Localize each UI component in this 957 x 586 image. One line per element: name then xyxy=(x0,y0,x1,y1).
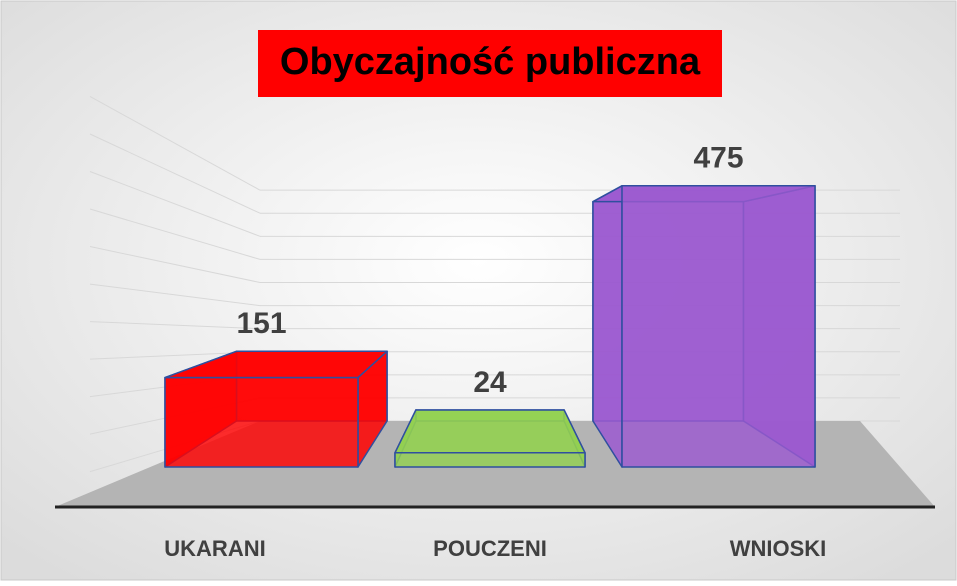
side-grid-line xyxy=(89,246,261,283)
bar xyxy=(394,409,586,468)
title-box xyxy=(258,30,722,97)
x-tick-label: WNIOSKI xyxy=(730,536,827,561)
bar-top xyxy=(394,409,586,454)
side-grid-line xyxy=(89,171,261,237)
value-label: 475 xyxy=(693,142,743,175)
bar-front xyxy=(394,452,586,468)
side-grid-line xyxy=(89,96,261,191)
value-label: 24 xyxy=(473,366,507,399)
x-tick-label: POUCZENI xyxy=(433,536,547,561)
side-grid-line xyxy=(89,321,261,330)
bar xyxy=(164,350,388,468)
side-grid-line xyxy=(89,133,261,214)
bars: 151 24 475 xyxy=(164,142,816,468)
bar-left xyxy=(592,185,623,468)
side-grid-line xyxy=(89,283,261,307)
value-label: 151 xyxy=(236,307,286,340)
side-grid-line xyxy=(89,208,261,260)
bar-front xyxy=(621,185,816,468)
chart-title: Obyczajność publiczna xyxy=(280,41,701,83)
x-tick-label: UKARANI xyxy=(164,536,265,561)
bar xyxy=(592,185,816,468)
bar-front xyxy=(164,376,359,468)
